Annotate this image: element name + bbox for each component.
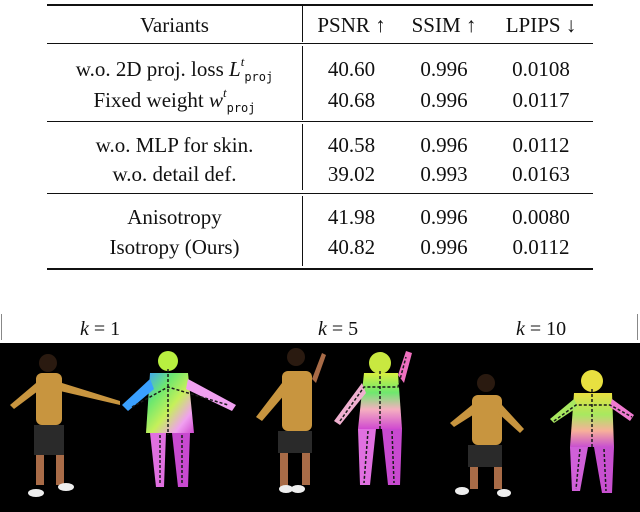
k-label: k = 5 xyxy=(318,318,359,340)
person-photo-3 xyxy=(450,374,524,497)
k-label: k = 10 xyxy=(516,318,567,340)
row-ssim: 0.996 xyxy=(420,235,468,259)
row-variant-name: w.o. 2D proj. loss Ltproj xyxy=(75,54,274,84)
figure-svg xyxy=(10,348,634,497)
skeleton-render-2 xyxy=(334,351,412,485)
row-variant-name: Anisotropy xyxy=(127,205,222,229)
row-ssim: 0.996 xyxy=(420,57,468,81)
header-psnr: PSNR ↑ xyxy=(317,13,386,37)
figure-image-strip xyxy=(0,343,640,512)
row-psnr: 40.60 xyxy=(327,57,376,81)
group-rule xyxy=(47,193,593,194)
row-psnr: 39.02 xyxy=(327,162,376,186)
person-photo-2 xyxy=(256,348,326,493)
row-psnr: 40.58 xyxy=(327,133,376,157)
figure-tick xyxy=(1,314,2,340)
figure-tick xyxy=(637,314,638,340)
skeleton-render-3 xyxy=(550,370,634,493)
header-rule xyxy=(47,43,593,44)
row-ssim: 0.993 xyxy=(420,162,468,186)
header-variants: Variants xyxy=(140,13,209,37)
figure-label-row: k = 1 k = 5 k = 10 xyxy=(0,314,640,344)
skeleton-render-1 xyxy=(122,351,236,487)
header-lpips: LPIPS ↓ xyxy=(505,13,577,37)
row-lpips: 0.0117 xyxy=(512,88,570,112)
person-photo-1 xyxy=(10,354,120,497)
row-lpips: 0.0112 xyxy=(512,133,570,157)
row-ssim: 0.996 xyxy=(420,133,468,157)
column-separator xyxy=(302,46,303,120)
k-label: k = 1 xyxy=(80,318,121,340)
column-separator xyxy=(302,6,303,42)
row-lpips: 0.0080 xyxy=(512,205,570,229)
row-psnr: 40.82 xyxy=(327,235,376,259)
row-lpips: 0.0163 xyxy=(512,162,570,186)
row-ssim: 0.996 xyxy=(420,88,468,112)
row-variant-name: w.o. MLP for skin. xyxy=(95,133,254,157)
row-ssim: 0.996 xyxy=(420,205,468,229)
top-rule xyxy=(47,4,593,6)
row-variant-name: w.o. detail def. xyxy=(112,162,237,186)
group-rule xyxy=(47,121,593,122)
bottom-rule xyxy=(47,268,593,270)
row-lpips: 0.0112 xyxy=(512,235,570,259)
row-variant-name: Isotropy (Ours) xyxy=(109,235,240,259)
row-psnr: 41.98 xyxy=(327,205,376,229)
column-separator xyxy=(302,196,303,266)
row-variant-name: Fixed weight wtproj xyxy=(93,85,256,115)
row-psnr: 40.68 xyxy=(327,88,376,112)
row-lpips: 0.0108 xyxy=(512,57,570,81)
header-ssim: SSIM ↑ xyxy=(411,13,477,37)
column-separator xyxy=(302,124,303,190)
